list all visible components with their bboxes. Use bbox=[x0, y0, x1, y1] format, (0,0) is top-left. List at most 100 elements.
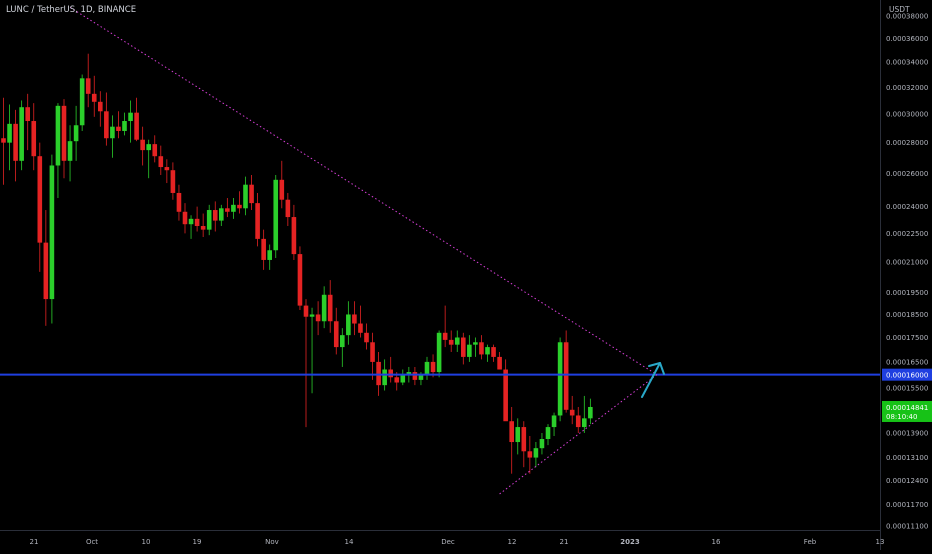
candle-body bbox=[412, 372, 418, 380]
candle-body bbox=[43, 242, 49, 300]
drawings bbox=[0, 6, 880, 495]
candle bbox=[225, 198, 230, 218]
candle bbox=[461, 332, 466, 365]
candle bbox=[315, 301, 321, 336]
candle-body bbox=[1, 138, 6, 143]
candle bbox=[67, 125, 73, 182]
candle bbox=[303, 299, 309, 428]
candle-body bbox=[188, 218, 194, 225]
up-arrow-icon[interactable] bbox=[641, 362, 665, 398]
price-tick-label: 0.00019500 bbox=[886, 289, 928, 297]
candle bbox=[116, 111, 121, 139]
last-price-label: 0.00014841 bbox=[886, 404, 928, 412]
price-tick-label: 0.00011700 bbox=[886, 501, 928, 509]
candle-body bbox=[503, 369, 508, 422]
candle bbox=[515, 418, 521, 455]
candle bbox=[509, 406, 514, 474]
candle bbox=[551, 412, 557, 436]
candle-body bbox=[467, 344, 472, 357]
candle bbox=[527, 435, 533, 474]
candle-body bbox=[461, 337, 466, 357]
price-tick-label: 0.00016500 bbox=[886, 358, 928, 366]
upper-trendline[interactable] bbox=[69, 6, 658, 376]
candle-body bbox=[273, 179, 279, 251]
time-tick-label: Nov bbox=[265, 538, 279, 546]
candle-body bbox=[176, 192, 182, 212]
candle-body bbox=[261, 238, 266, 260]
candle-body bbox=[563, 342, 569, 410]
candle-body bbox=[454, 337, 460, 345]
candle bbox=[333, 307, 339, 355]
candle bbox=[588, 398, 593, 425]
candle-body bbox=[509, 421, 514, 443]
candle-body bbox=[104, 111, 109, 139]
candle bbox=[140, 126, 145, 166]
candle-body bbox=[61, 105, 67, 161]
candle bbox=[200, 213, 206, 238]
lower-trendline[interactable] bbox=[499, 374, 658, 495]
candle bbox=[267, 244, 272, 270]
candle bbox=[110, 115, 115, 158]
candle bbox=[327, 280, 333, 333]
candle-body bbox=[539, 438, 545, 449]
candle-body bbox=[424, 361, 430, 375]
candle bbox=[237, 191, 242, 214]
price-tick-label: 0.00030000 bbox=[886, 111, 928, 119]
candle bbox=[309, 307, 315, 394]
candle bbox=[104, 92, 109, 146]
candle bbox=[128, 100, 133, 143]
symbol-title: LUNC / TetherUS, 1D, BINANCE bbox=[6, 5, 137, 15]
candle bbox=[43, 210, 49, 326]
candle bbox=[164, 159, 170, 184]
candle-body bbox=[291, 217, 297, 255]
candle-body bbox=[255, 203, 260, 239]
candle bbox=[442, 305, 448, 348]
candle bbox=[563, 330, 569, 413]
candle-body bbox=[152, 144, 158, 157]
candle-body bbox=[297, 254, 303, 306]
price-tick-label: 0.00012400 bbox=[886, 477, 928, 485]
candle-body bbox=[285, 199, 291, 218]
candle bbox=[364, 323, 369, 350]
price-tick-label: 0.00015500 bbox=[886, 384, 928, 392]
candle bbox=[273, 174, 279, 258]
candle-body bbox=[200, 226, 206, 230]
candle bbox=[569, 395, 575, 425]
candle-body bbox=[327, 294, 333, 322]
candle-body bbox=[588, 406, 593, 419]
candle bbox=[91, 75, 97, 117]
candle-body bbox=[533, 448, 539, 458]
candle bbox=[1, 97, 6, 185]
candle-body bbox=[122, 121, 127, 131]
last-price-badge bbox=[882, 400, 932, 422]
candle-body bbox=[557, 342, 563, 416]
candle bbox=[146, 139, 151, 179]
candle bbox=[7, 104, 12, 171]
candle bbox=[467, 335, 472, 362]
candle-body bbox=[128, 112, 133, 122]
candle bbox=[370, 332, 375, 380]
time-axis[interactable]: 21 Oct 10 19 Nov 14 Dec 12 21 2023 16 Feb 13 bbox=[0, 530, 884, 547]
candle-body bbox=[164, 167, 170, 171]
candle bbox=[49, 154, 55, 324]
candles bbox=[1, 53, 593, 474]
candle-body bbox=[430, 361, 436, 373]
candle-body bbox=[85, 78, 91, 94]
candle bbox=[85, 53, 91, 108]
candle bbox=[255, 192, 260, 247]
candle-body bbox=[436, 332, 442, 373]
candle-body bbox=[7, 123, 12, 143]
candle-body bbox=[364, 332, 369, 343]
candle-body bbox=[340, 335, 345, 348]
time-tick-label: Oct bbox=[86, 538, 98, 546]
time-tick-label: 14 bbox=[345, 538, 354, 546]
candle bbox=[31, 103, 37, 171]
candle-body bbox=[309, 314, 315, 317]
candle-body bbox=[49, 165, 55, 300]
price-tick-label: 0.00013900 bbox=[886, 429, 928, 437]
countdown-label: 08:10:40 bbox=[886, 413, 917, 421]
candle bbox=[152, 135, 158, 163]
